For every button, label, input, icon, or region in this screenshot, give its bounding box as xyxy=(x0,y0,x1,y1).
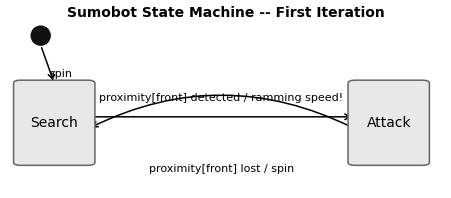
Text: proximity[front] lost / spin: proximity[front] lost / spin xyxy=(148,164,294,174)
Text: Sumobot State Machine -- First Iteration: Sumobot State Machine -- First Iteration xyxy=(67,6,384,20)
Text: Attack: Attack xyxy=(366,116,410,130)
FancyBboxPatch shape xyxy=(14,80,95,165)
Text: Search: Search xyxy=(30,116,78,130)
Text: spin: spin xyxy=(50,69,73,79)
FancyBboxPatch shape xyxy=(347,80,428,165)
Ellipse shape xyxy=(31,26,50,45)
Text: proximity[front] detected / ramming speed!: proximity[front] detected / ramming spee… xyxy=(99,93,343,103)
